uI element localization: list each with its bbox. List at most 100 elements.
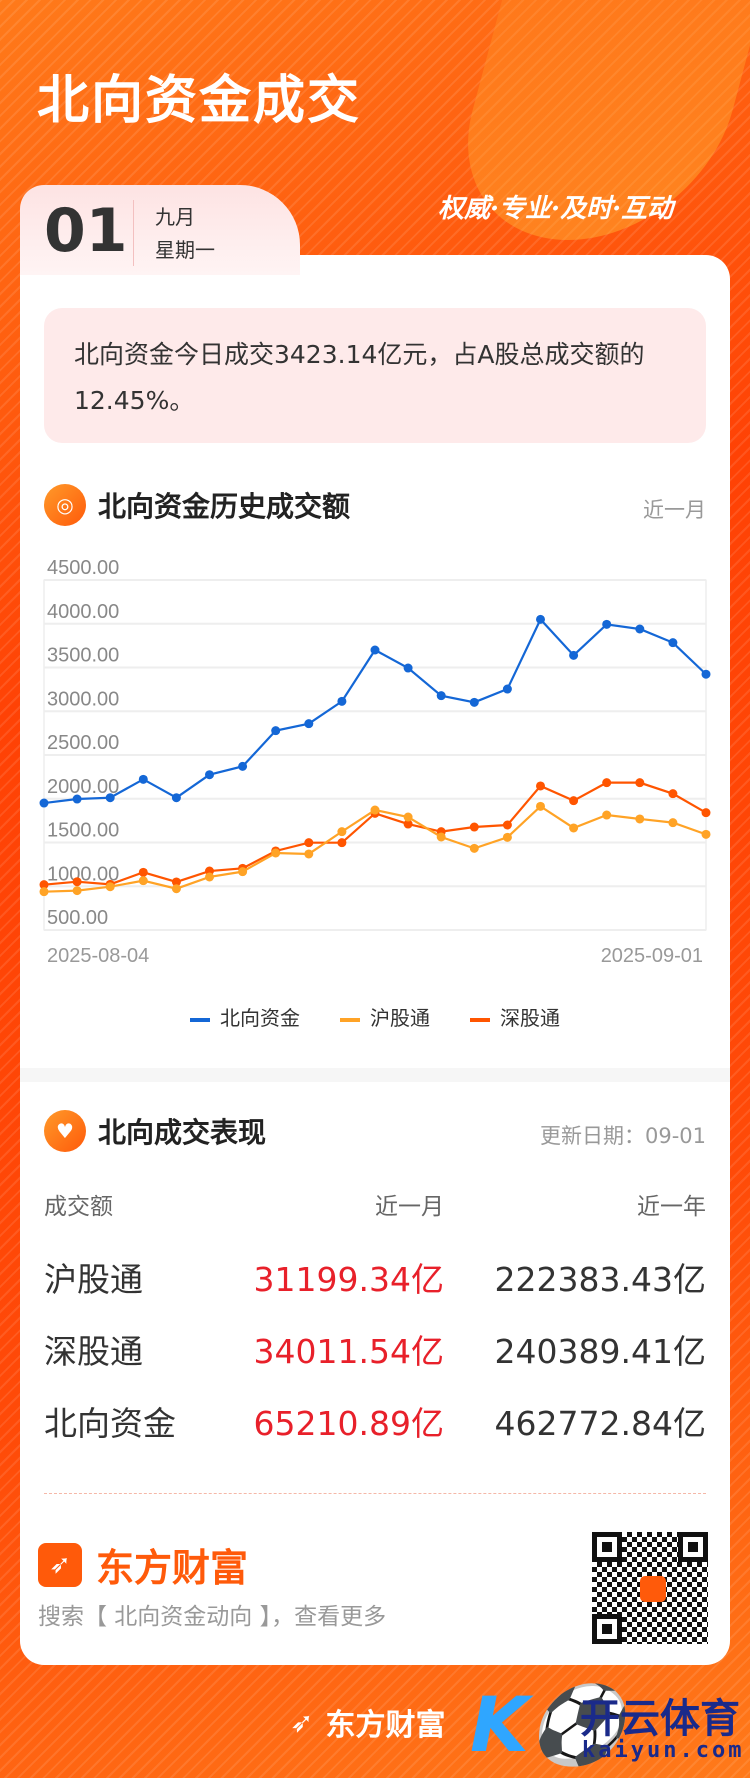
data-point (502, 832, 512, 842)
performance-title: 北向成交表现 (98, 1116, 267, 1149)
row-year: 462772.84亿 (494, 1404, 706, 1443)
data-point (502, 684, 512, 694)
legend-swatch (340, 1017, 360, 1022)
y-tick-label: 1500.00 (47, 820, 119, 842)
data-point (72, 877, 82, 887)
search-hint: 搜索【 北向资金动向 】，查看更多 (38, 1604, 387, 1630)
data-point (171, 884, 181, 894)
section-divider (20, 1068, 730, 1082)
chart-legend: 北向资金 沪股通 深股通 (0, 1002, 750, 1031)
qr-code[interactable] (588, 1528, 712, 1648)
table-header: 成交额 近一月 近一年 (44, 1187, 706, 1221)
row-year: 222383.43亿 (494, 1260, 706, 1299)
data-point (469, 843, 479, 853)
partner-mark-icon: K⚽ (470, 1680, 624, 1769)
legend-label: 深股通 (500, 1006, 560, 1030)
brand-icon: ➶ (38, 1542, 82, 1587)
data-point (39, 798, 49, 808)
data-point (536, 781, 545, 791)
data-point (304, 849, 314, 859)
y-tick-label: 500.00 (47, 907, 108, 929)
brand-icon (640, 1576, 666, 1602)
data-point (337, 827, 347, 837)
brand-icon: ➶ (290, 1705, 314, 1739)
y-tick-label: 3500.00 (47, 645, 119, 667)
partner-logo: K⚽ 开云体育 kaiyun.com (470, 1680, 741, 1770)
y-tick-label: 4500.00 (47, 557, 119, 579)
legend-item[interactable]: 深股通 (470, 1002, 560, 1031)
data-point (171, 877, 181, 887)
data-point (337, 696, 347, 706)
legend-item[interactable]: 沪股通 (340, 1002, 430, 1031)
history-header: ◎ 北向资金历史成交额 (44, 484, 350, 526)
data-point (668, 638, 678, 648)
data-point (403, 812, 413, 822)
data-point (635, 624, 645, 634)
legend-item[interactable]: 北向资金 (190, 1002, 300, 1031)
data-point (701, 808, 711, 818)
data-point (238, 867, 248, 877)
data-point (536, 614, 545, 624)
table-row: 北向资金 65210.89亿 462772.84亿 (44, 1397, 706, 1445)
data-point (337, 838, 347, 848)
data-point (469, 697, 479, 707)
date-tab (20, 185, 300, 275)
date-day: 01 (44, 196, 128, 266)
data-point (39, 880, 49, 890)
legend-swatch (190, 1017, 210, 1022)
data-point (403, 663, 413, 673)
history-line-chart: 500.00 1000.00 1500.00 2000.00 2500.00 3000.0… (39, 557, 711, 967)
y-tick-label: 2000.00 (47, 776, 119, 798)
partner-url: kaiyun.com (582, 1738, 745, 1763)
data-point (72, 886, 82, 896)
data-point (205, 770, 214, 780)
data-point (105, 793, 115, 803)
legend-label: 北向资金 (220, 1006, 300, 1030)
y-tick-label: 1000.00 (47, 863, 119, 885)
data-point (602, 778, 612, 788)
date-month: 九月 (155, 205, 195, 229)
row-month: 65210.89亿 (253, 1404, 444, 1443)
data-point (138, 876, 148, 886)
coin-icon: ◎ (44, 484, 86, 526)
update-date: 更新日期：09-01 (539, 1124, 706, 1148)
data-point (304, 838, 314, 848)
legend-swatch (470, 1017, 490, 1022)
footer-brand-name: 东方财富 (325, 1708, 446, 1743)
data-point (569, 823, 579, 833)
row-month: 34011.54亿 (253, 1332, 444, 1371)
handshake-icon: ♥ (44, 1110, 86, 1152)
x-tick-label: 2025-09-01 (601, 945, 703, 967)
data-point (536, 801, 545, 811)
data-point (370, 645, 380, 655)
brand-logo: ➶ 东方财富 (38, 1537, 248, 1592)
data-point (701, 669, 711, 679)
row-name: 深股通 (44, 1332, 143, 1371)
history-title: 北向资金历史成交额 (98, 490, 351, 523)
x-tick-label: 2025-08-04 (47, 945, 149, 967)
data-point (238, 761, 248, 771)
data-point (668, 818, 678, 828)
row-month: 31199.34亿 (253, 1260, 444, 1299)
date-weekday: 星期一 (155, 238, 215, 262)
table-row: 深股通 34011.54亿 240389.41亿 (44, 1325, 706, 1373)
data-point (569, 650, 579, 660)
divider (133, 200, 134, 266)
table-row: 沪股通 31199.34亿 222383.43亿 (44, 1253, 706, 1301)
y-tick-label: 2500.00 (47, 732, 119, 754)
data-point (370, 805, 380, 815)
data-point (138, 867, 148, 877)
data-point (635, 814, 645, 824)
data-point (39, 887, 49, 897)
data-point (205, 872, 214, 882)
brand-name: 东方财富 (96, 1546, 249, 1590)
data-point (72, 794, 82, 804)
col-month: 近一月 (375, 1194, 444, 1220)
partner-name: 开云体育 (580, 1696, 740, 1742)
data-point (569, 796, 579, 806)
data-point (635, 778, 645, 788)
data-point (403, 819, 413, 829)
range-selector[interactable]: 近一月 (643, 498, 706, 522)
footer-brand: ➶ 东方财富 (290, 1700, 445, 1744)
data-point (602, 810, 612, 820)
